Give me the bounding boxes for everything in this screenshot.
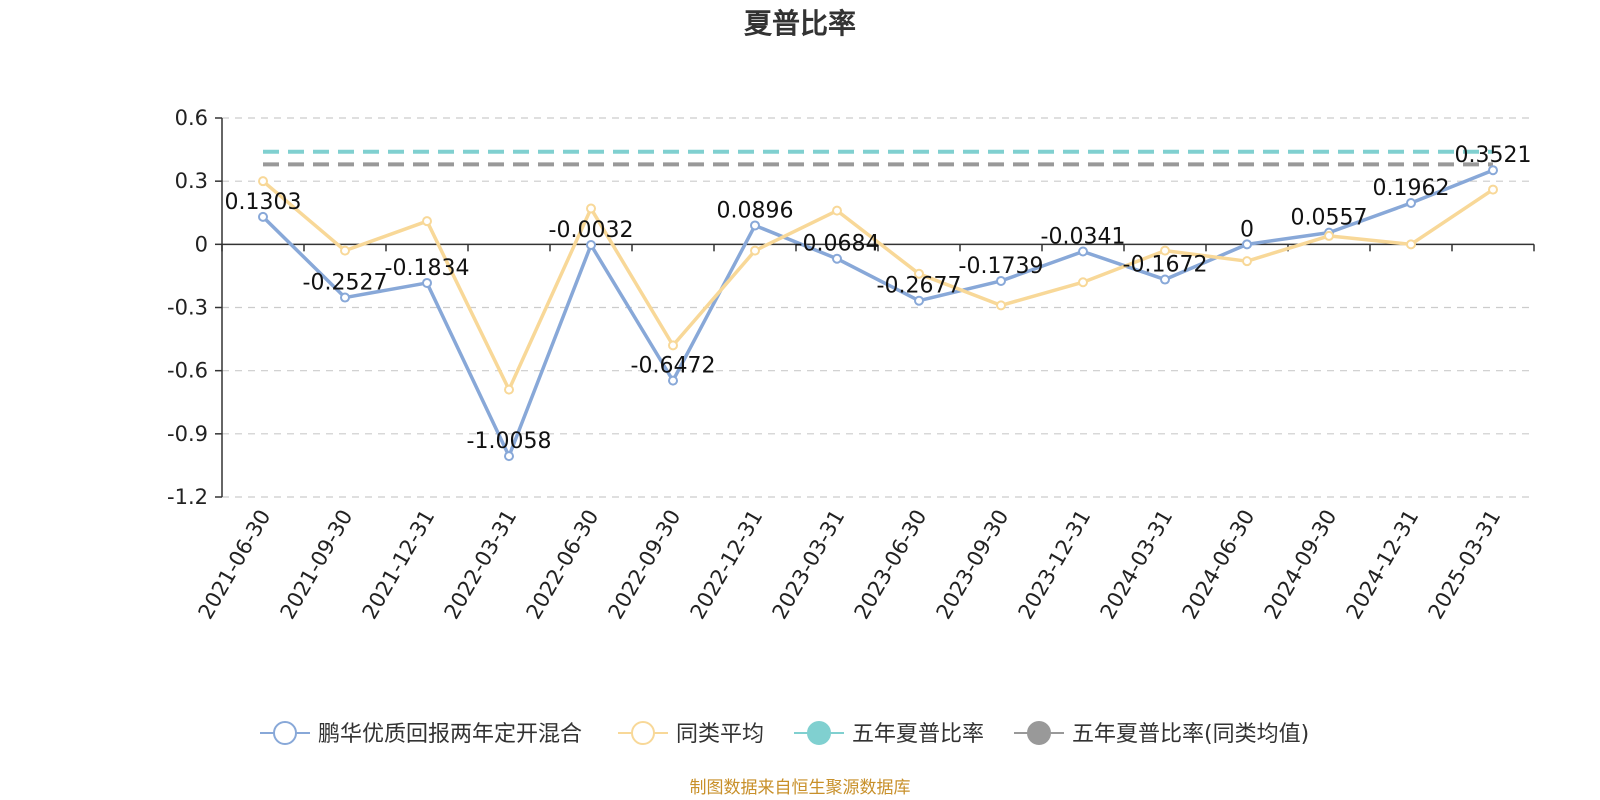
x-tick-label: 2024-03-31 [1096, 506, 1178, 624]
x-tick-label: 2021-09-30 [276, 506, 358, 624]
data-point [1242, 239, 1252, 250]
legend-item[interactable]: 同类平均 [618, 721, 764, 747]
series-line [261, 168, 1494, 458]
legend-label: 五年夏普比率(同类均值) [1072, 722, 1309, 747]
x-tick-label: 2023-06-30 [850, 506, 932, 624]
x-tick-label: 2021-12-31 [358, 506, 440, 624]
data-point [1488, 165, 1498, 176]
data-point [1160, 245, 1170, 256]
data-label: -0.2527 [303, 271, 388, 296]
reference-lines [263, 149, 1493, 167]
data-point [996, 300, 1006, 311]
grid-lines [222, 117, 1534, 498]
y-tick-label: 0.3 [175, 169, 208, 193]
series-lines [258, 165, 1498, 462]
x-tick-label: 2022-03-31 [440, 506, 522, 624]
data-point [832, 205, 842, 216]
data-label: -0.0341 [1041, 225, 1126, 250]
data-point [914, 295, 924, 306]
data-point [586, 203, 596, 214]
x-tick-label: 2024-06-30 [1178, 506, 1260, 624]
data-point [340, 292, 350, 303]
data-label: -0.0032 [549, 218, 634, 243]
x-tick-label: 2021-06-30 [194, 506, 276, 624]
data-label: 0.1303 [225, 190, 302, 215]
series-line [261, 179, 1494, 392]
data-point [258, 176, 268, 187]
data-point [1488, 184, 1498, 195]
data-labels: 0.1303 -0.2527-0.1834 -1.0058 -0.0032 -0.647… [225, 143, 1532, 454]
data-point [1078, 277, 1088, 288]
data-label: 0.1962 [1373, 176, 1450, 201]
x-tick-label: 2022-06-30 [522, 506, 604, 624]
data-point [340, 245, 350, 256]
data-label: -0.1739 [959, 254, 1044, 279]
y-tick-label: 0 [195, 232, 208, 256]
legend-marker [631, 721, 655, 745]
data-point [832, 253, 842, 264]
y-tick-label: -0.9 [167, 422, 208, 446]
y-tick-label: -1.2 [167, 485, 208, 509]
data-label: 0 [1240, 217, 1254, 242]
chart-title: 夏普比率 [744, 7, 856, 40]
x-tick-label: 2023-09-30 [932, 506, 1014, 624]
data-label: -1.0058 [467, 429, 552, 454]
data-point [1406, 239, 1416, 250]
data-point [668, 375, 678, 386]
legend-marker [273, 721, 297, 745]
legend-label: 鹏华优质回报两年定开混合 [318, 722, 582, 747]
data-label: -0.6472 [631, 354, 716, 379]
legend-item[interactable]: 五年夏普比率(同类均值) [1014, 721, 1309, 747]
data-point [504, 451, 514, 462]
data-point [996, 275, 1006, 286]
x-tick-label: 2023-03-31 [768, 506, 850, 624]
legend-item[interactable]: 五年夏普比率 [794, 721, 984, 747]
data-label: 0.0896 [717, 198, 794, 223]
x-tick-label: 2024-09-30 [1260, 506, 1342, 624]
legend-label: 同类平均 [676, 722, 764, 747]
legend-marker [1027, 721, 1051, 745]
data-point [1324, 230, 1334, 241]
legend-marker [807, 721, 831, 745]
x-tick-label: 2024-12-31 [1342, 506, 1424, 624]
data-point [668, 340, 678, 351]
data-point [1160, 274, 1170, 285]
y-tick-label: 0.6 [175, 106, 208, 130]
data-point [1242, 256, 1252, 267]
data-label: 0.0557 [1291, 206, 1368, 231]
data-point [504, 384, 514, 395]
y-tick-label: -0.3 [167, 296, 208, 320]
data-point [422, 277, 432, 288]
data-point [258, 211, 268, 222]
data-point [914, 268, 924, 279]
x-tick-label: 2022-09-30 [604, 506, 686, 624]
data-label: -0.0684 [795, 232, 880, 257]
data-point [1406, 198, 1416, 209]
x-tick-label: 2023-12-31 [1014, 506, 1096, 624]
y-tick-label: -0.6 [167, 359, 208, 383]
source-note: 制图数据来自恒生聚源数据库 [690, 778, 911, 798]
data-point [750, 245, 760, 256]
data-label: -0.2677 [877, 274, 962, 299]
data-point [586, 240, 596, 251]
data-point [1078, 246, 1088, 257]
x-tick-label: 2022-12-31 [686, 506, 768, 624]
data-label: -0.1834 [385, 256, 470, 281]
data-label: -0.1672 [1123, 253, 1208, 278]
legend-label: 五年夏普比率 [852, 722, 984, 747]
data-label: 0.3521 [1455, 143, 1532, 168]
x-tick-label: 2025-03-31 [1424, 506, 1506, 624]
legend[interactable]: 鹏华优质回报两年定开混合 同类平均 五年夏普比率 五年夏普比率(同类均值) [260, 721, 1309, 747]
data-point [422, 216, 432, 227]
data-point [750, 220, 760, 231]
legend-item[interactable]: 鹏华优质回报两年定开混合 [260, 721, 582, 747]
